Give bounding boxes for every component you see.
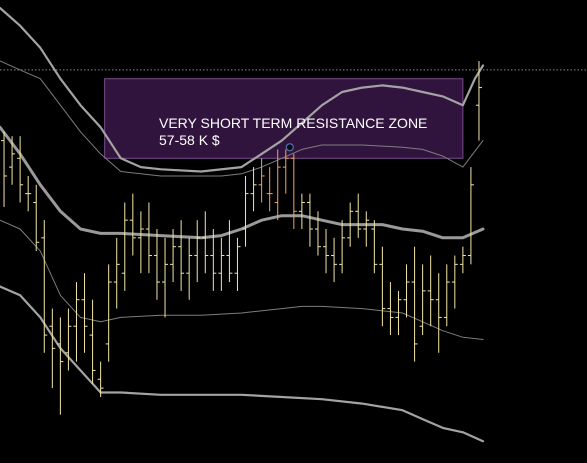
ohlc-bar: [387, 282, 394, 336]
ohlc-bar: [355, 193, 362, 238]
ohlc-bar: [89, 299, 96, 384]
ohlc-bar: [323, 229, 330, 274]
ohlc-bar: [153, 229, 160, 300]
ohlc-bar: [298, 193, 305, 229]
ohlc-bar: [363, 211, 370, 247]
ohlc-bar: [121, 202, 128, 291]
ohlc-bar: [97, 361, 104, 397]
middle-band-line: [0, 125, 485, 240]
ohlc-bar: [475, 61, 482, 141]
ohlc-bar: [282, 149, 289, 194]
ohlc-bar: [17, 136, 24, 203]
resistance-zone-layer: [104, 78, 464, 159]
ohlc-bar: [129, 193, 136, 256]
ohlc-bar: [1, 131, 8, 207]
upper-inner-band-line: [0, 60, 484, 177]
ohlc-bar: [113, 237, 120, 309]
ohlc-bar: [65, 308, 72, 371]
ohlc-bar: [395, 290, 402, 336]
ohlc-bar: [186, 237, 193, 300]
ohlc-bar: [73, 282, 80, 362]
ohlc-bar: [379, 246, 386, 327]
ohlc-bar: [274, 149, 281, 221]
ohlc-bar: [81, 273, 88, 353]
ohlc-bars-layer: [1, 61, 482, 415]
ohlc-bar: [347, 202, 354, 247]
ohlc-bar: [218, 237, 225, 291]
ohlc-bar: [443, 264, 450, 327]
ohlc-bar: [403, 264, 410, 318]
annotation-text-layer: VERY SHORT TERM RESISTANCE ZONE 57-58 K …: [159, 115, 427, 148]
ohlc-bar: [9, 136, 16, 185]
ohlc-bar: [331, 237, 338, 283]
ohlc-bar: [419, 264, 426, 336]
ohlc-bar: [41, 220, 48, 353]
annotation-line-1: VERY SHORT TERM RESISTANCE ZONE: [159, 115, 427, 131]
ohlc-bar: [427, 255, 434, 327]
marker-layer: [285, 143, 294, 152]
ohlc-bar: [451, 255, 458, 309]
ohlc-bar: [57, 317, 64, 415]
ohlc-bar: [234, 237, 241, 291]
lower-inner-band-line: [0, 219, 484, 340]
ohlc-bar: [459, 246, 466, 274]
ohlc-bar: [170, 229, 177, 283]
ohlc-bar: [105, 264, 112, 362]
ohlc-bar: [306, 193, 313, 247]
ohlc-bar: [162, 237, 169, 318]
lower-outer-band-line: [0, 285, 485, 443]
ohlc-bar: [266, 167, 273, 212]
ohlc-bar: [49, 308, 56, 389]
ohlc-bar: [290, 153, 297, 229]
ohlc-bar: [242, 175, 249, 247]
upper-outer-band-line: [0, 6, 485, 173]
ohlc-bar: [339, 220, 346, 274]
ohlc-bar: [25, 175, 32, 212]
ohlc-bar: [145, 202, 152, 274]
ohlc-bar: [250, 167, 257, 212]
bands-layer: [0, 6, 485, 443]
resistance-zone: [104, 78, 464, 159]
ohlc-bar: [202, 211, 209, 274]
annotation-line-2: 57-58 K $: [159, 132, 220, 148]
ohlc-bar: [226, 220, 233, 283]
annotation-marker: [285, 143, 294, 152]
ohlc-bar: [210, 229, 217, 291]
ohlc-bar: [258, 158, 265, 203]
ohlc-bar: [178, 220, 185, 291]
ohlc-bar: [467, 167, 474, 265]
ohlc-bar: [371, 220, 378, 274]
ohlc-bar: [435, 273, 442, 353]
ohlc-bar: [314, 211, 321, 256]
ohlc-bar: [411, 246, 418, 362]
ohlc-bar: [33, 184, 40, 252]
ohlc-bar: [194, 220, 201, 283]
ohlc-bar: [137, 211, 144, 274]
